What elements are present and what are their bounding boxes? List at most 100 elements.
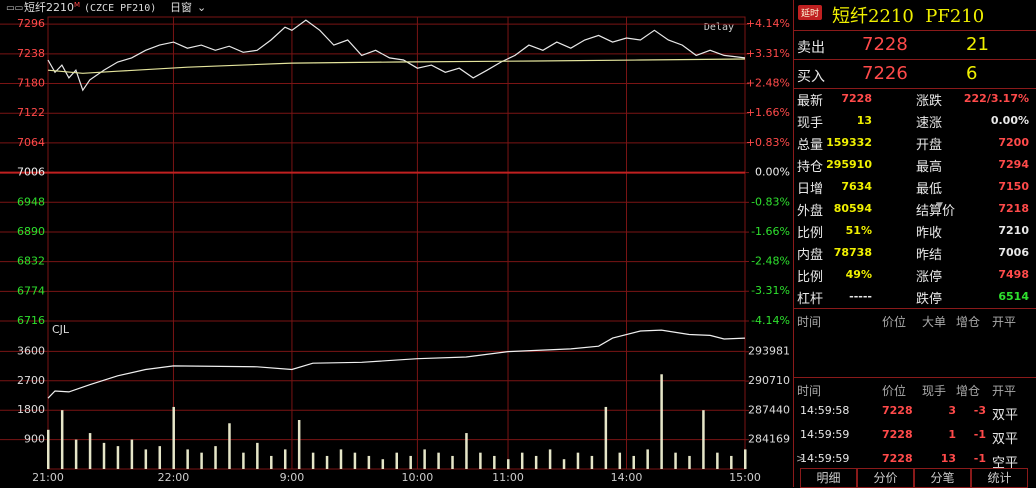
stat-value: 7228 [841,92,872,105]
volume-bar [158,446,162,469]
y-tick-label: 7296 [17,17,45,30]
y2-tick-label: 0.00% [755,166,790,179]
x-tick-label: 22:00 [158,471,190,484]
window-menu[interactable]: 日窗 [170,0,192,14]
y-tick-label: 6948 [17,195,45,208]
trade-cell: -3 [973,404,986,417]
tab[interactable]: 统计 [971,468,1028,488]
tab[interactable]: 明细 [800,468,857,488]
stat-label: 速涨 [916,116,943,131]
y2-tick-label: 284169 [748,433,790,446]
volume-bar [297,420,301,469]
stat-value: 7294 [998,158,1029,171]
stat-value: 0.00% [990,114,1029,127]
y2-tick-label: 290710 [748,374,790,387]
volume-bar [395,452,398,469]
trade-cell: 14:59:59 [800,428,850,441]
stat-value: 295910 [826,158,872,171]
volume-bar [186,449,189,469]
ask-label: 卖出 [797,40,825,56]
volume-bar [381,459,385,469]
stat-value: 80594 [833,202,872,215]
volume-bar [242,452,245,469]
volume-bar [479,452,482,469]
trade-cell: 双平 [992,432,1019,447]
ask-price: 7228 [862,34,908,55]
series-line [47,58,746,74]
volume-bar [744,449,747,469]
stat-label: 最低 [916,182,943,197]
volume-bar [325,455,329,469]
stat-label: 结算价 [916,204,956,219]
stat-label: 最新 [797,94,824,109]
stat-label: 持仓 [797,160,824,175]
y2-tick-label: -2.48% [751,254,790,267]
tab[interactable]: 分笔 [914,468,971,488]
volume-bar [228,423,231,469]
bid-price: 7226 [862,63,908,84]
stat-value: 159332 [826,136,872,149]
column-header: 开平 [992,315,1017,329]
volume-bar [688,455,691,469]
stat-value: 7210 [998,224,1029,237]
y-tick-label: 6774 [17,284,45,297]
volume-bar [311,452,315,469]
delay-label: Delay [704,22,734,33]
volume-bar [339,449,343,469]
stat-value: 49% [845,268,872,281]
volume-bar [520,452,524,469]
tab[interactable]: 分价 [857,468,914,488]
ask-volume: 21 [966,34,989,55]
stat-value: 7200 [998,136,1029,149]
y-tick-label: 900 [24,433,45,446]
trade-cell: 3 [948,404,956,417]
stat-label: 现手 [797,116,824,131]
y-tick-label: 7180 [17,77,45,90]
volume-bar [590,455,594,469]
y-tick-label: 3600 [17,344,45,357]
volume-bar [256,442,259,469]
volume-bar [716,452,719,469]
stat-value: 6514 [998,290,1029,303]
quote-panel: 延时 短纤2210 PF210 卖出 7228 21 买入 7226 6 最新 7… [793,0,1036,488]
y2-tick-label: +1.66% [746,106,790,119]
volume-bar [618,452,622,469]
volume-bar [200,452,203,469]
chart-area: ▭▭ 短纤2210 M (CZCE PF210) 日窗 ⌄ Delay CJL … [0,0,790,484]
trade-cell: -1 [973,428,986,441]
stat-label: 日增 [797,182,824,197]
y2-tick-label: -4.14% [751,314,790,327]
stat-label: 昨收 [916,226,943,241]
stat-value: 13 [856,114,872,127]
column-header: 价位 [882,384,907,398]
y-tick-label: 7238 [17,47,45,60]
stat-label: 内盘 [797,248,824,263]
x-tick-label: 15:00 [729,471,761,484]
trade-cell: 13 [940,452,956,465]
volume-bar [270,455,273,469]
bid-label: 买入 [797,69,825,85]
y2-tick-label: -3.31% [751,284,790,297]
column-header: 价位 [882,315,907,329]
y2-tick-label: -1.66% [751,225,790,238]
x-tick-label: 14:00 [611,471,643,484]
volume-bar [548,449,552,469]
y-tick-label: 6716 [17,314,45,327]
symbol-sup: M [74,1,80,9]
x-tick-label: 21:00 [32,471,64,484]
dropdown-arrow[interactable]: ⌄ [197,1,206,14]
y2-tick-label: -0.83% [751,195,790,208]
x-tick-label: 10:00 [402,471,434,484]
trade-cell: 14:59:58 [800,404,850,417]
volume-bar [47,429,50,469]
volume-bar [116,446,120,469]
settle-dropdown[interactable]: ▼ [936,201,943,211]
bid-volume: 6 [966,63,978,84]
stat-label: 昨结 [916,248,943,263]
y-tick-label: 6832 [17,255,45,268]
volume-bar [283,449,287,469]
stat-label: 外盘 [797,204,824,219]
stat-value: 51% [845,224,872,237]
symbol-code: (CZCE PF210) [84,3,156,14]
